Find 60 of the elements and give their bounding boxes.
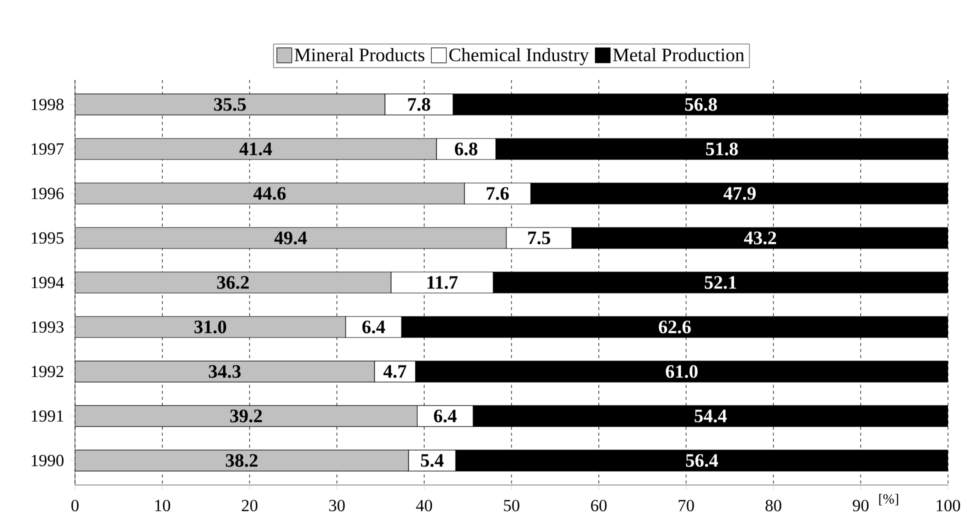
bar (75, 360, 375, 382)
data-label: 56.8 (685, 98, 717, 111)
data-label: 36.2 (217, 276, 249, 289)
x-tick-label: 70 (678, 500, 694, 512)
data-label: 11.7 (428, 276, 458, 289)
data-label: 61.0 (666, 365, 698, 378)
y-tick-label: 1990 (32, 454, 64, 466)
x-tick-label: 40 (416, 500, 432, 512)
y-tick-label: 1994 (32, 276, 64, 288)
data-label: 54.4 (694, 410, 727, 422)
data-label: 7.6 (486, 187, 509, 200)
data-label: 5.4 (420, 454, 444, 467)
data-label: 39.2 (230, 410, 262, 422)
data-label: 31.0 (194, 320, 226, 334)
data-label: 6.4 (362, 320, 386, 334)
y-tick-label: 1996 (32, 188, 64, 200)
data-label: 4.7 (383, 365, 406, 378)
bar (75, 405, 418, 427)
x-axis-title: [%] (879, 494, 898, 506)
x-tick-label: 80 (766, 500, 782, 512)
x-tick-label: 20 (242, 500, 258, 512)
data-label: 7.5 (528, 232, 550, 244)
data-label: 47.9 (724, 187, 756, 200)
bar (75, 450, 409, 472)
legend-label: Metal Production (613, 48, 744, 62)
x-tick-label: 60 (591, 500, 607, 512)
y-tick-label: 1998 (32, 98, 64, 110)
y-tick-label: 1995 (32, 232, 64, 244)
y-tick-label: 1992 (32, 366, 64, 378)
legend-label: Mineral Products (294, 48, 424, 62)
data-label: 6.8 (454, 142, 478, 156)
data-label: 34.3 (208, 365, 241, 378)
data-label: 7.8 (408, 98, 430, 111)
bar (75, 272, 392, 294)
x-tick-label: 50 (504, 500, 520, 512)
y-tick-label: 1993 (32, 321, 64, 333)
bar (75, 316, 346, 338)
bar (75, 94, 386, 116)
bar (75, 138, 437, 160)
data-label: 49.4 (274, 232, 307, 244)
data-label: 52.1 (704, 276, 736, 289)
data-label: 38.2 (226, 454, 258, 467)
data-label: 41.4 (239, 142, 272, 156)
y-tick-label: 1997 (32, 143, 64, 155)
data-label: 35.5 (214, 98, 246, 111)
x-tick-label: 0 (71, 500, 79, 512)
x-tick-label: 10 (155, 500, 170, 512)
y-tick-label: 1991 (32, 410, 64, 422)
bar (75, 182, 465, 204)
data-label: 51.8 (706, 142, 738, 156)
data-label: 43.2 (744, 232, 776, 244)
x-tick-label: 30 (329, 500, 345, 512)
data-label: 56.4 (686, 454, 718, 467)
bar (75, 227, 507, 249)
x-tick-label: 100 (936, 500, 960, 512)
x-tick-label: 90 (852, 500, 869, 512)
data-label: 6.4 (434, 410, 457, 422)
data-label: 44.6 (253, 187, 286, 200)
data-label: 62.6 (658, 320, 691, 334)
legend-label: Chemical Industry (449, 48, 589, 66)
